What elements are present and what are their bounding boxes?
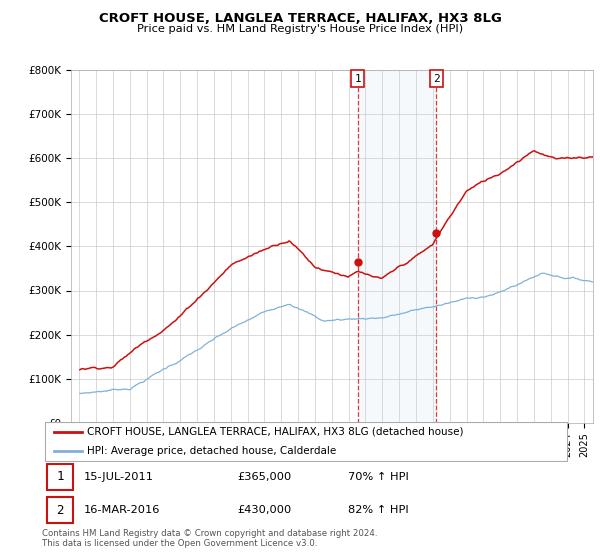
Text: CROFT HOUSE, LANGLEA TERRACE, HALIFAX, HX3 8LG: CROFT HOUSE, LANGLEA TERRACE, HALIFAX, H…	[98, 12, 502, 25]
Text: 16-MAR-2016: 16-MAR-2016	[84, 505, 161, 515]
Text: 2: 2	[433, 74, 440, 84]
FancyBboxPatch shape	[47, 497, 73, 522]
Text: 1: 1	[355, 74, 361, 84]
Text: This data is licensed under the Open Government Licence v3.0.: This data is licensed under the Open Gov…	[42, 539, 317, 548]
Text: 2: 2	[56, 503, 64, 516]
Text: CROFT HOUSE, LANGLEA TERRACE, HALIFAX, HX3 8LG (detached house): CROFT HOUSE, LANGLEA TERRACE, HALIFAX, H…	[87, 427, 463, 437]
Text: £365,000: £365,000	[238, 472, 292, 482]
Text: 70% ↑ HPI: 70% ↑ HPI	[348, 472, 409, 482]
Text: 1: 1	[56, 470, 64, 483]
Bar	[358, 70, 436, 423]
Text: 82% ↑ HPI: 82% ↑ HPI	[348, 505, 409, 515]
Text: Price paid vs. HM Land Registry's House Price Index (HPI): Price paid vs. HM Land Registry's House …	[137, 24, 463, 34]
Text: £430,000: £430,000	[238, 505, 292, 515]
Text: HPI: Average price, detached house, Calderdale: HPI: Average price, detached house, Cald…	[87, 446, 336, 456]
Text: Contains HM Land Registry data © Crown copyright and database right 2024.: Contains HM Land Registry data © Crown c…	[42, 529, 377, 538]
FancyBboxPatch shape	[44, 422, 568, 461]
Text: 15-JUL-2011: 15-JUL-2011	[84, 472, 154, 482]
FancyBboxPatch shape	[47, 464, 73, 489]
